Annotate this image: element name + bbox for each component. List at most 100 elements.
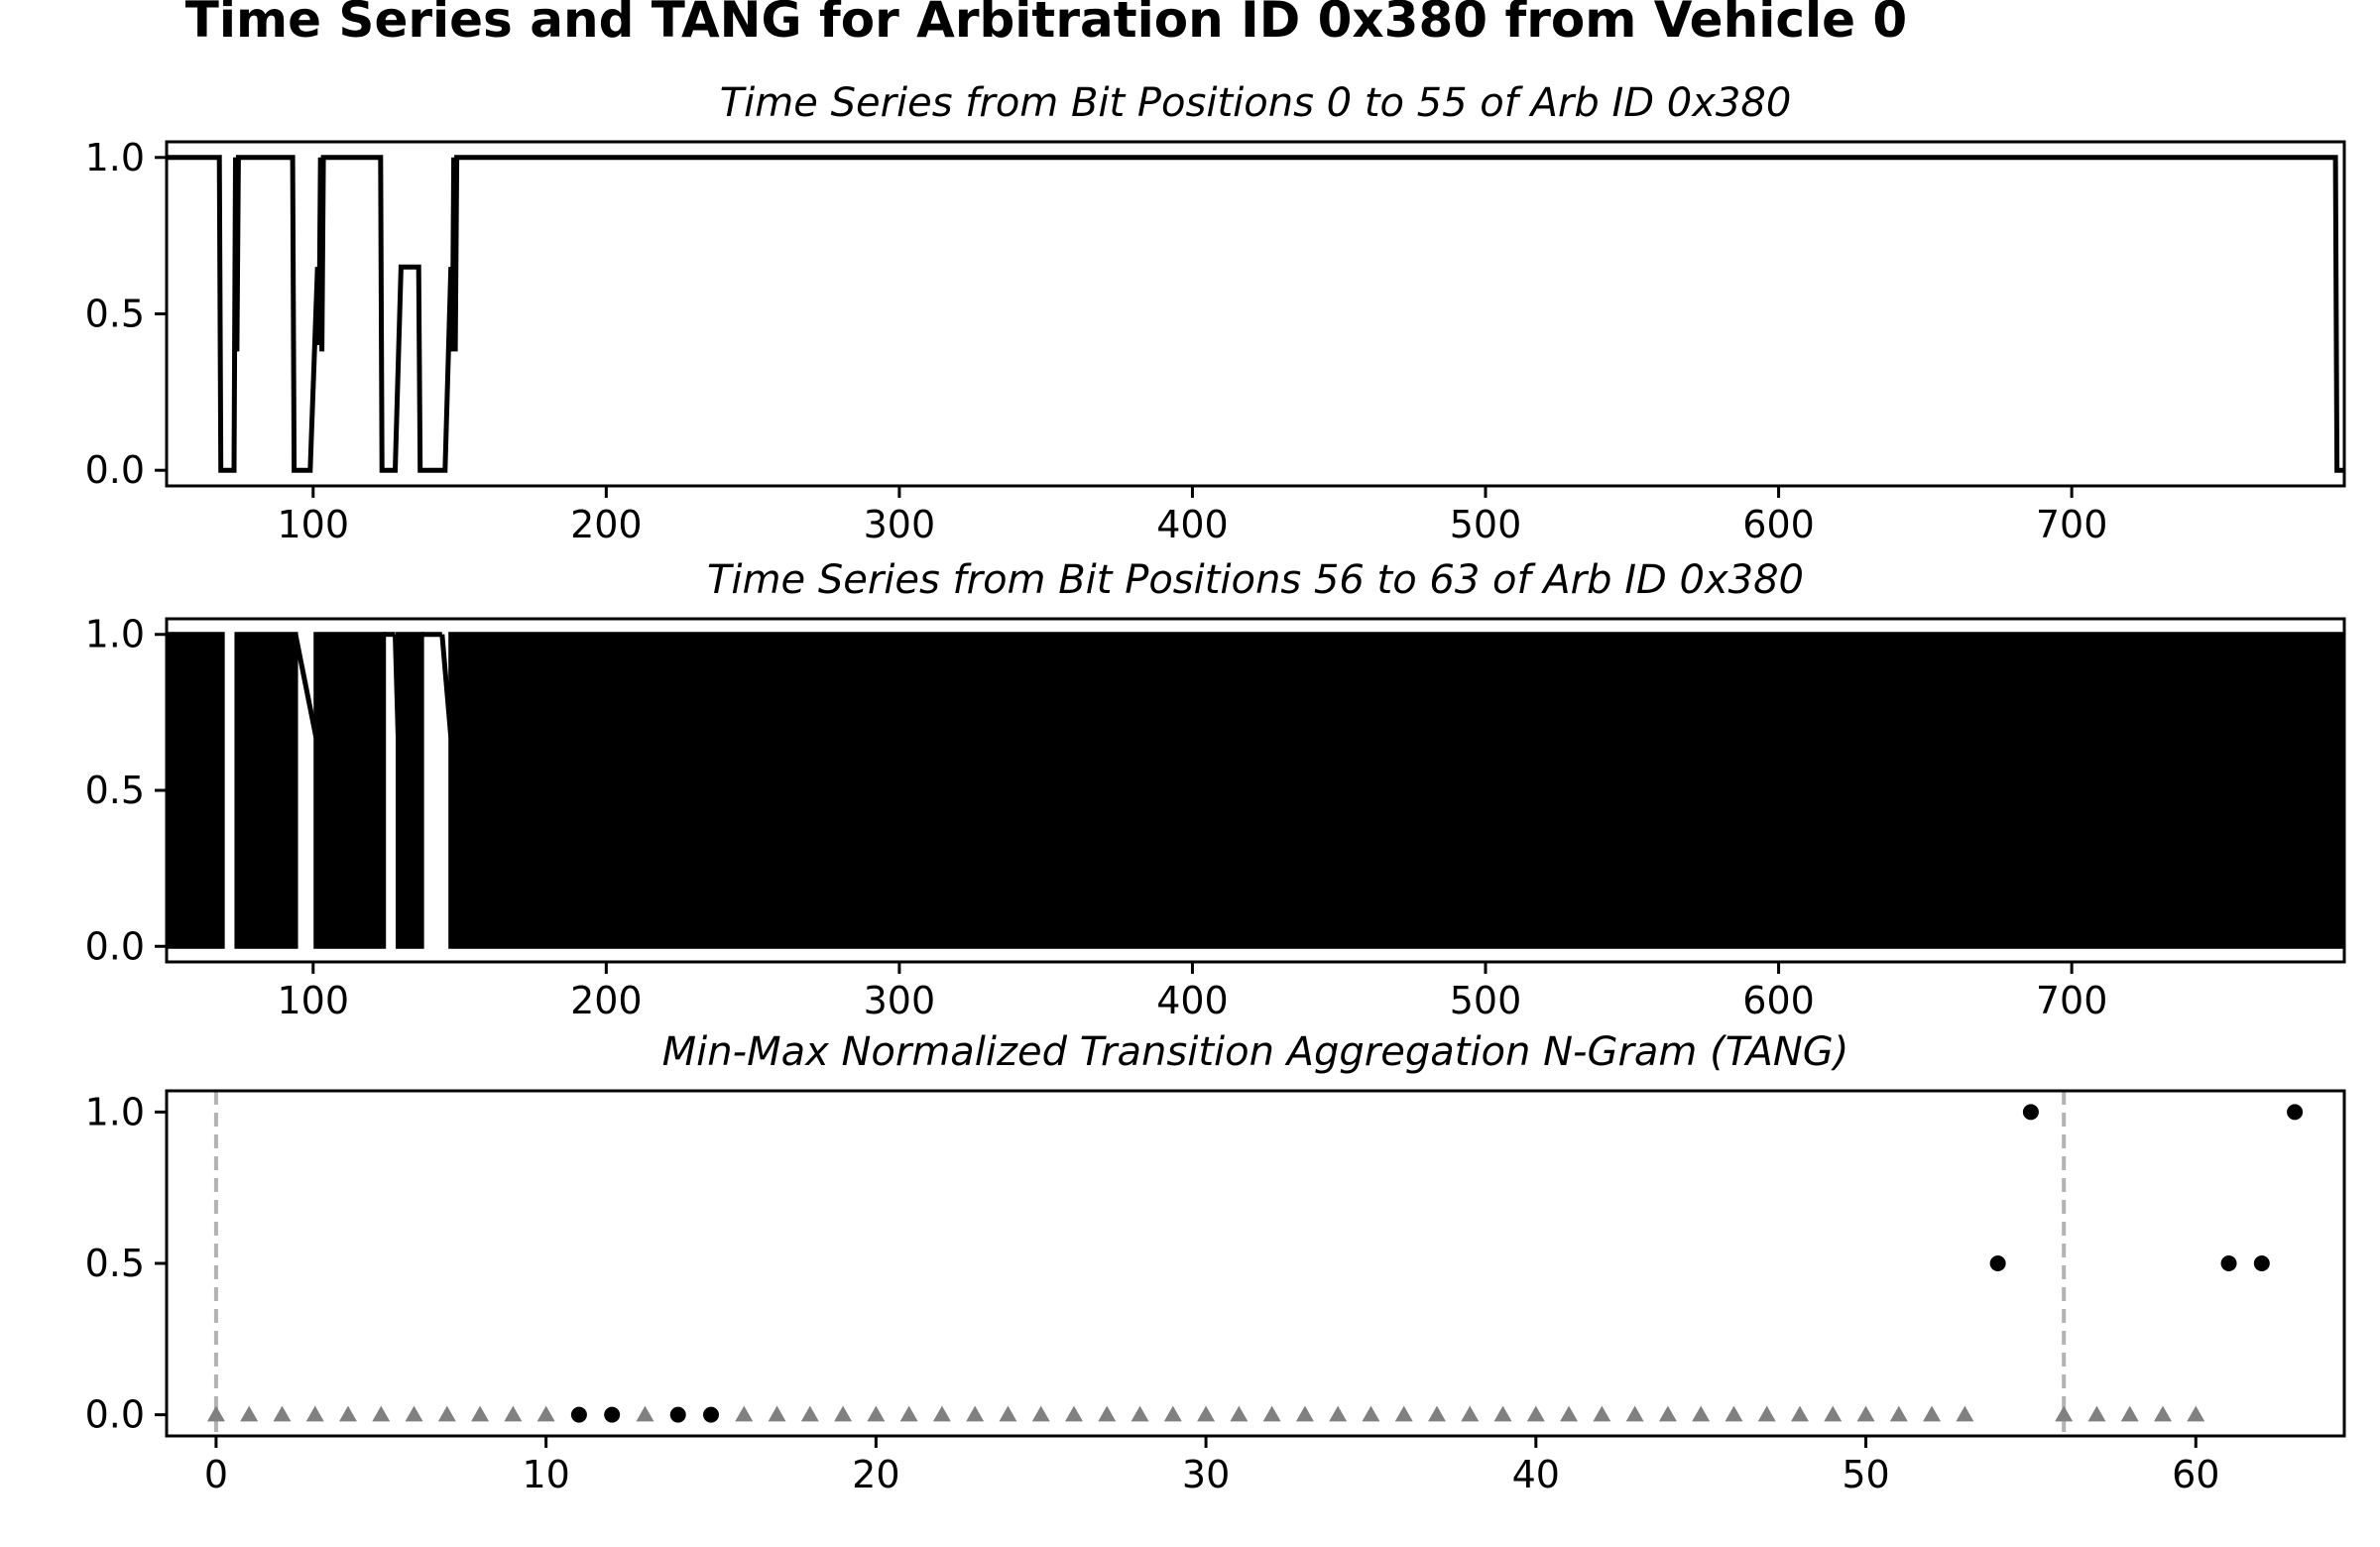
padding-point	[1526, 1405, 1545, 1422]
dense-signal-block	[448, 632, 2344, 949]
tang-point	[570, 1406, 587, 1423]
series-line	[167, 155, 2344, 473]
padding-point	[867, 1405, 886, 1422]
axes-frame	[165, 140, 2346, 488]
padding-point	[1923, 1405, 1942, 1422]
x-tick-label: 300	[864, 979, 936, 1022]
padding-point	[1394, 1405, 1413, 1422]
x-tick-label: 40	[1512, 1453, 1560, 1496]
x-tick-label: 100	[278, 979, 350, 1022]
padding-point	[1461, 1405, 1480, 1422]
padding-point	[1362, 1405, 1380, 1422]
subplot-title: Min-Max Normalized Transition Aggregatio…	[662, 1029, 1849, 1075]
padding-point	[1130, 1405, 1149, 1422]
tang-point	[2287, 1104, 2304, 1121]
x-tick-label: 400	[1156, 503, 1229, 546]
padding-point	[834, 1405, 853, 1422]
y-tick-label: 1.0	[85, 1090, 145, 1133]
x-tick-label: 700	[2036, 979, 2108, 1022]
padding-point	[768, 1405, 786, 1422]
subplot-title: Time Series from Bit Positions 0 to 55 o…	[720, 80, 1792, 126]
padding-point	[1856, 1405, 1875, 1422]
padding-point	[206, 1405, 225, 1422]
x-tick-label: 0	[204, 1453, 228, 1496]
padding-point	[536, 1405, 555, 1422]
tang-point	[2220, 1255, 2237, 1271]
padding-point	[372, 1405, 391, 1422]
padding-point	[800, 1405, 819, 1422]
padding-point	[932, 1405, 951, 1422]
tang-point	[2022, 1104, 2039, 1121]
padding-point	[1625, 1405, 1644, 1422]
y-tick-label: 0.5	[85, 769, 145, 812]
padding-point	[2154, 1405, 2172, 1422]
padding-point	[1197, 1405, 1216, 1422]
x-tick-label: 20	[852, 1453, 899, 1496]
padding-point	[2087, 1405, 2106, 1422]
padding-point	[305, 1405, 324, 1422]
x-tick-label: 10	[522, 1453, 569, 1496]
figure-title: Time Series and TANG for Arbitration ID …	[185, 0, 1907, 49]
padding-point	[1295, 1405, 1314, 1422]
dense-signal-block	[167, 632, 225, 949]
x-tick-label: 30	[1182, 1453, 1230, 1496]
subplot-1: Time Series from Bit Positions 0 to 55 o…	[85, 80, 2346, 546]
padding-point	[1098, 1405, 1117, 1422]
padding-point	[1031, 1405, 1050, 1422]
dense-signal-block	[234, 632, 298, 949]
x-tick-label: 600	[1742, 979, 1815, 1022]
padding-point	[1593, 1405, 1611, 1422]
padding-point	[1065, 1405, 1083, 1422]
padding-point	[1725, 1405, 1743, 1422]
padding-point	[1824, 1405, 1843, 1422]
x-tick-label: 400	[1156, 979, 1229, 1022]
series-line	[439, 634, 454, 738]
padding-point	[999, 1405, 1017, 1422]
x-tick-label: 700	[2036, 503, 2108, 546]
padding-point	[1757, 1405, 1776, 1422]
x-tick-label: 500	[1450, 979, 1522, 1022]
series-line	[293, 634, 319, 738]
dense-signal-block	[313, 632, 387, 949]
x-tick-label: 600	[1742, 503, 1815, 546]
padding-point	[1889, 1405, 1908, 1422]
axes-frame	[165, 1089, 2346, 1438]
padding-point	[1230, 1405, 1249, 1422]
padding-point	[966, 1405, 985, 1422]
padding-point	[339, 1405, 357, 1422]
x-tick-label: 500	[1450, 503, 1522, 546]
padding-point	[1791, 1405, 1809, 1422]
padding-point	[2187, 1405, 2205, 1422]
tang-point	[669, 1406, 686, 1423]
subplot-title: Time Series from Bit Positions 56 to 63 …	[707, 557, 1804, 603]
padding-point	[735, 1405, 754, 1422]
subplot-3: Min-Max Normalized Transition Aggregatio…	[85, 1029, 2346, 1496]
x-tick-label: 60	[2172, 1453, 2219, 1496]
padding-point	[1163, 1405, 1182, 1422]
padding-point	[1658, 1405, 1677, 1422]
padding-point	[2055, 1405, 2074, 1422]
padding-point	[405, 1405, 423, 1422]
padding-point	[1692, 1405, 1711, 1422]
padding-point	[899, 1405, 918, 1422]
tang-point	[1989, 1255, 2006, 1271]
padding-point	[471, 1405, 490, 1422]
tang-point	[604, 1406, 621, 1423]
x-tick-label: 50	[1842, 1453, 1889, 1496]
padding-point	[504, 1405, 523, 1422]
x-tick-label: 100	[278, 503, 350, 546]
padding-point	[437, 1405, 456, 1422]
padding-point	[1560, 1405, 1579, 1422]
y-tick-label: 0.0	[85, 448, 145, 492]
subplot-2: Time Series from Bit Positions 56 to 63 …	[85, 557, 2346, 1022]
y-tick-label: 1.0	[85, 136, 145, 179]
y-tick-label: 1.0	[85, 613, 145, 656]
x-tick-label: 300	[864, 503, 936, 546]
series-line	[393, 634, 401, 738]
x-tick-label: 200	[570, 979, 643, 1022]
plot-area	[206, 1091, 2304, 1436]
padding-point	[240, 1405, 259, 1422]
tang-point	[2253, 1255, 2270, 1271]
y-tick-label: 0.5	[85, 1242, 145, 1285]
